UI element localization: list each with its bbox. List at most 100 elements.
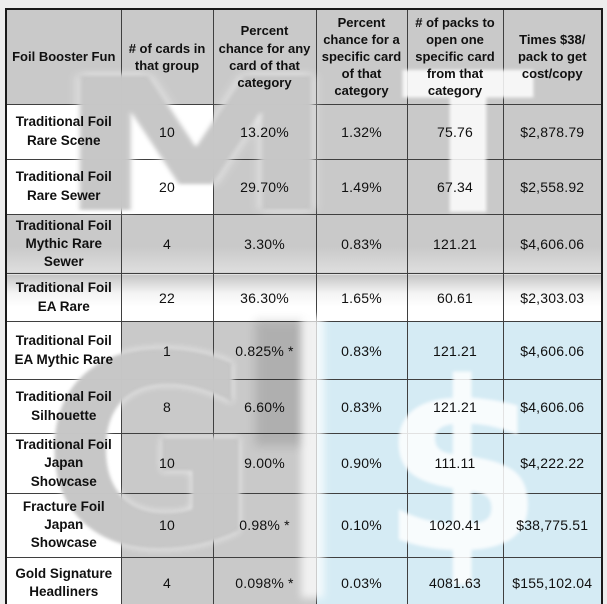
cell-packs-needed: 111.11 [406,433,504,494]
table-row: Traditional Foil Mythic Rare Sewer 4 3.30%… [5,213,603,275]
col-header-foil-booster-fun: Foil Booster Fun [5,8,122,105]
cell-packs-needed-text: 4081.63 [428,575,481,592]
cell-card-count: 10 [120,492,214,558]
cell-category-label: Traditional Foil Rare Scene [5,103,122,160]
cell-card-count-text: 22 [159,289,175,306]
cell-specific-chance: 0.83% [315,321,408,381]
cell-any-chance-text: 0.98% * [239,517,290,534]
cell-specific-chance-text: 0.90% [341,455,382,472]
cell-card-count-text: 8 [163,398,171,415]
cell-packs-needed: 121.21 [406,379,504,435]
cell-any-chance-text: 9.00% [244,455,285,472]
cell-cost-per-copy: $2,558.92 [502,158,603,215]
cell-category-label-text: Traditional Foil Rare Sewer [15,169,112,203]
cell-category-label-text: Traditional Foil Rare Scene [15,114,112,148]
cell-packs-needed: 75.76 [406,103,504,160]
cell-category-label: Traditional Foil EA Mythic Rare [5,321,122,381]
cell-cost-per-copy: $2,878.79 [502,103,603,160]
cell-category-label: Gold Signature Headliners [5,556,122,604]
cell-any-chance: 0.98% * [212,492,317,558]
cell-cost-per-copy-text: $2,558.92 [520,178,585,195]
cell-any-chance-text: 0.825% * [235,342,294,359]
col-header-packs-to-open: # of packs to open one specific card fro… [406,8,504,105]
cell-category-label-text: Fracture Foil Japan Showcase [22,498,105,551]
table-row: Traditional Foil Rare Sewer 20 29.70% 1.49%… [5,158,603,215]
cell-packs-needed-text: 121.21 [432,342,478,359]
cell-cost-per-copy: $4,606.06 [502,213,603,275]
cell-any-chance-text: 29.70% [240,178,289,195]
cell-cost-per-copy-text: $4,606.06 [520,235,585,252]
cell-packs-needed-text: 1020.41 [428,517,481,534]
table-row: Traditional Foil EA Rare 22 36.30% 1.65% 60.… [5,273,603,323]
cell-cost-per-copy: $4,606.06 [502,379,603,435]
cell-category-label: Traditional Foil Rare Sewer [5,158,122,215]
cell-any-chance: 3.30% [212,213,317,275]
cell-packs-needed: 60.61 [406,273,504,323]
table-row: Fracture Foil Japan Showcase 10 0.98% * 0.1… [5,492,603,558]
header-row: Foil Booster Fun # of cards in that grou… [5,8,603,105]
cell-specific-chance: 1.65% [315,273,408,323]
cell-cost-per-copy-text: $4,606.06 [520,342,585,359]
table-header: Foil Booster Fun # of cards in that grou… [5,8,603,105]
cell-any-chance: 36.30% [212,273,317,323]
cell-any-chance: 9.00% [212,433,317,494]
cell-card-count-text: 4 [163,575,171,592]
cell-card-count-text: 10 [159,517,175,534]
table-row: Traditional Foil Rare Scene 10 13.20% 1.32%… [5,103,603,160]
table-row: Gold Signature Headliners 4 0.098% * 0.03% 4… [5,556,603,604]
cell-category-label-text: Traditional Foil EA Mythic Rare [14,333,114,367]
cell-category-label: Fracture Foil Japan Showcase [5,492,122,558]
cell-category-label-text: Traditional Foil Mythic Rare Sewer [15,217,112,269]
cell-category-label: Traditional Foil Mythic Rare Sewer [5,213,122,275]
cell-specific-chance-text: 0.83% [341,235,382,252]
cell-specific-chance: 1.49% [315,158,408,215]
cell-specific-chance-text: 0.03% [341,575,382,592]
cell-any-chance: 0.825% * [212,321,317,381]
cell-any-chance-text: 3.30% [244,235,285,252]
cell-specific-chance: 0.10% [315,492,408,558]
cell-packs-needed: 121.21 [406,321,504,381]
cell-cost-per-copy-text: $38,775.51 [516,517,589,534]
cell-specific-chance-text: 0.83% [341,398,382,415]
cell-packs-needed: 121.21 [406,213,504,275]
cell-cost-per-copy-text: $2,303.03 [520,289,585,306]
table-row: Traditional Foil Japan Showcase 10 9.00% 0.… [5,433,603,494]
cell-category-label: Traditional Foil Japan Showcase [5,433,122,494]
cell-any-chance-text: 0.098% * [235,575,294,592]
col-header-num-cards: # of cards in that group [120,8,214,105]
col-header-any-chance: Percent chance for any card of that cate… [212,8,317,105]
cell-cost-per-copy-text: $4,222.22 [520,455,585,472]
cell-card-count: 22 [120,273,214,323]
cell-any-chance: 6.60% [212,379,317,435]
cell-packs-needed-text: 121.21 [432,235,478,252]
cell-card-count-text: 20 [159,178,175,195]
cell-packs-needed: 4081.63 [406,556,504,604]
cell-packs-needed-text: 121.21 [432,398,478,415]
cell-cost-per-copy: $38,775.51 [502,492,603,558]
cell-category-label-text: Traditional Foil Japan Showcase [15,437,112,489]
cell-any-chance-text: 13.20% [240,123,289,140]
cell-specific-chance: 1.32% [315,103,408,160]
col-header-specific-chance: Percent chance for a specific card of th… [315,8,408,105]
cell-cost-per-copy: $4,606.06 [502,321,603,381]
cell-cost-per-copy-text: $155,102.04 [512,575,593,592]
cell-card-count-text: 10 [159,123,175,140]
cell-cost-per-copy: $4,222.22 [502,433,603,494]
cell-card-count-text: 10 [159,455,175,472]
cell-any-chance-text: 36.30% [240,289,289,306]
cell-category-label-text: Gold Signature Headliners [15,565,113,600]
cell-card-count: 20 [120,158,214,215]
cell-card-count: 8 [120,379,214,435]
cell-category-label-text: Traditional Foil EA Rare [15,280,112,314]
cell-card-count-text: 1 [163,342,171,359]
table-row: Traditional Foil EA Mythic Rare 1 0.825% *… [5,321,603,381]
cell-cost-per-copy-text: $2,878.79 [520,123,585,140]
cell-any-chance: 29.70% [212,158,317,215]
col-header-cost-per-copy: Times $38/ pack to get cost/copy [502,8,603,105]
cell-card-count: 4 [120,213,214,275]
cell-specific-chance: 0.03% [315,556,408,604]
cell-packs-needed: 1020.41 [406,492,504,558]
cell-packs-needed-text: 75.76 [436,123,474,140]
cell-packs-needed-text: 60.61 [436,289,474,306]
